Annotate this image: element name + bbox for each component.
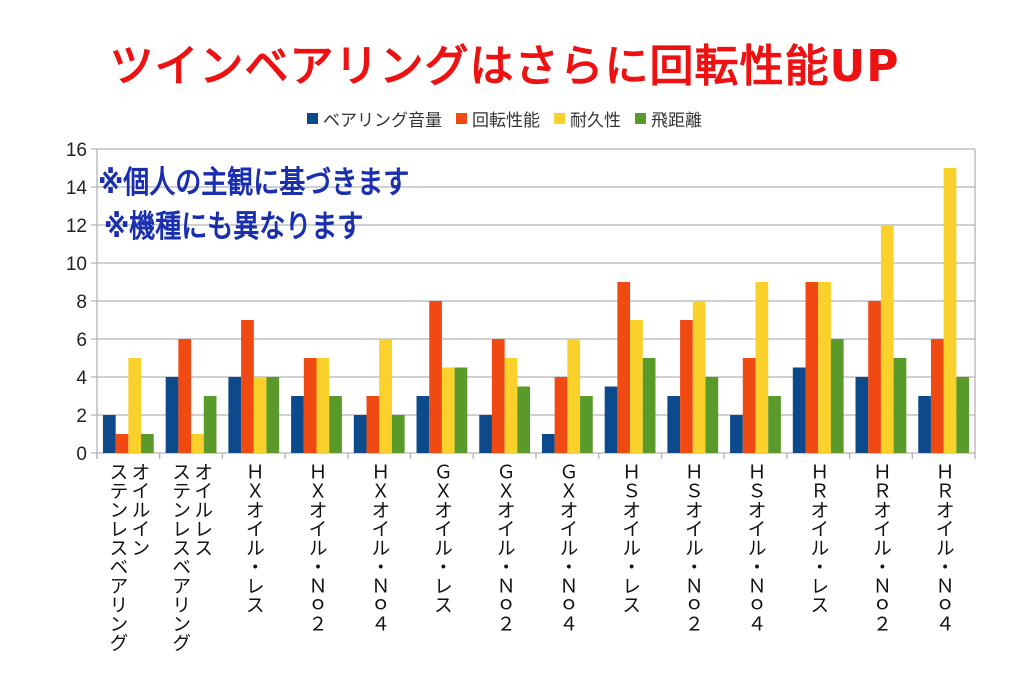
chart-title: ツインベアリングはさらに回転性能UP: [109, 41, 900, 92]
bar-4-7: [517, 386, 531, 453]
bar-1-13: [855, 377, 869, 453]
annotation-subjective: ※個人の主観に基づきます: [98, 165, 410, 202]
bar-2-9: [617, 282, 631, 453]
legend-label: ベアリング音量: [323, 111, 442, 131]
bar-1-1: [102, 415, 116, 453]
bar-1-10: [667, 396, 681, 453]
x-tick-label: ＧＸオイル・レス: [430, 462, 453, 614]
y-tick-label: 12: [66, 216, 87, 237]
bar-3-4: [316, 358, 330, 453]
bar-3-12: [818, 282, 831, 453]
x-tick-label: ＨＲオイル・Ｎｏ４: [932, 462, 955, 633]
bar-1-2: [165, 377, 179, 453]
x-tick-label: ＧＸオイル・Ｎｏ４: [556, 462, 579, 633]
bar-3-3: [253, 377, 267, 453]
y-tick-label: 6: [76, 330, 87, 351]
bar-2-13: [868, 301, 881, 453]
bar-2-5: [366, 396, 380, 453]
bar-4-14: [956, 377, 970, 453]
legend-label: 耐久性: [570, 111, 621, 131]
annotation-model-varies: ※機種にも異なります: [104, 209, 364, 246]
x-tick-label: ＨＸオイル・レス: [242, 462, 265, 614]
legend-label: 回転性能: [472, 111, 540, 131]
bar-3-8: [567, 339, 581, 453]
y-tick-label: 8: [76, 292, 87, 313]
x-tick-label: ＨＳオイル・Ｎｏ４: [744, 462, 767, 633]
bar-2-7: [491, 339, 505, 453]
bar-1-5: [353, 415, 367, 453]
bar-3-2: [191, 434, 204, 453]
legend-item: ベアリング音量: [307, 106, 442, 131]
bar-1-4: [291, 396, 304, 453]
legend-swatch: [554, 113, 565, 124]
bar-2-2: [178, 339, 192, 453]
bar-3-1: [128, 358, 142, 453]
bar-3-9: [630, 320, 643, 453]
bar-2-14: [930, 339, 944, 453]
y-tick-label: 10: [66, 254, 87, 275]
bar-4-11: [768, 396, 781, 453]
bar-2-1: [115, 434, 129, 453]
bar-2-4: [303, 358, 317, 453]
bar-1-14: [918, 396, 931, 453]
bar-4-8: [580, 396, 593, 453]
bar-3-5: [379, 339, 392, 453]
bar-2-11: [742, 358, 756, 453]
bar-1-8: [541, 434, 555, 453]
x-tick-label: ＨＳオイル・レス: [619, 462, 642, 614]
bar-3-10: [692, 301, 706, 453]
bar-4-4: [329, 396, 342, 453]
y-tick-label: 2: [76, 406, 87, 427]
bar-3-14: [943, 168, 957, 453]
x-tick-label: ＨＸオイル・Ｎｏ２: [305, 462, 328, 633]
bar-2-3: [241, 320, 254, 453]
bar-2-8: [554, 377, 568, 453]
bar-4-2: [203, 396, 217, 453]
bar-3-6: [441, 367, 455, 453]
legend-label: 飛距離: [651, 111, 702, 131]
bar-2-10: [680, 320, 693, 453]
bar-1-9: [604, 386, 618, 453]
x-tick-label: ＨＳオイル・Ｎｏ２: [681, 462, 704, 633]
x-tick-label: ＨＲオイル・Ｎｏ２: [869, 462, 892, 633]
x-tick-label: ＨＸオイル・Ｎｏ４: [368, 462, 391, 633]
bar-4-9: [642, 358, 656, 453]
bar-4-3: [266, 377, 280, 453]
x-tick-label: ＨＲオイル・レス: [807, 462, 830, 614]
bar-1-7: [479, 415, 492, 453]
legend-item: 耐久性: [554, 106, 621, 131]
bar-2-12: [805, 282, 819, 453]
x-tick-label: オイルレス ステンレスベアリング: [169, 462, 214, 652]
legend-swatch: [456, 113, 467, 124]
x-tick-label: オイルイン ステンレスベアリング: [106, 462, 151, 652]
y-tick-label: 14: [66, 178, 88, 199]
bar-2-6: [429, 301, 442, 453]
bar-4-10: [705, 377, 719, 453]
bar-3-13: [880, 225, 894, 453]
bar-4-5: [391, 415, 405, 453]
bar-4-1: [141, 434, 154, 453]
bar-1-3: [228, 377, 242, 453]
x-tick-label: ＧＸオイル・Ｎｏ２: [493, 462, 516, 633]
y-tick-label: 0: [76, 444, 87, 465]
bar-3-11: [755, 282, 769, 453]
bar-1-11: [730, 415, 743, 453]
legend-item: 飛距離: [635, 106, 702, 131]
bar-4-13: [893, 358, 907, 453]
y-tick-label: 4: [76, 368, 87, 389]
bar-1-12: [792, 367, 806, 453]
legend-swatch: [635, 113, 646, 124]
legend-swatch: [307, 113, 318, 124]
legend: ベアリング音量 回転性能 耐久性 飛距離: [0, 106, 1009, 131]
bar-4-12: [830, 339, 844, 453]
bar-3-7: [504, 358, 518, 453]
bar-1-6: [416, 396, 430, 453]
y-tick-label: 16: [66, 140, 87, 161]
legend-item: 回転性能: [456, 106, 540, 131]
bar-4-6: [454, 367, 468, 453]
